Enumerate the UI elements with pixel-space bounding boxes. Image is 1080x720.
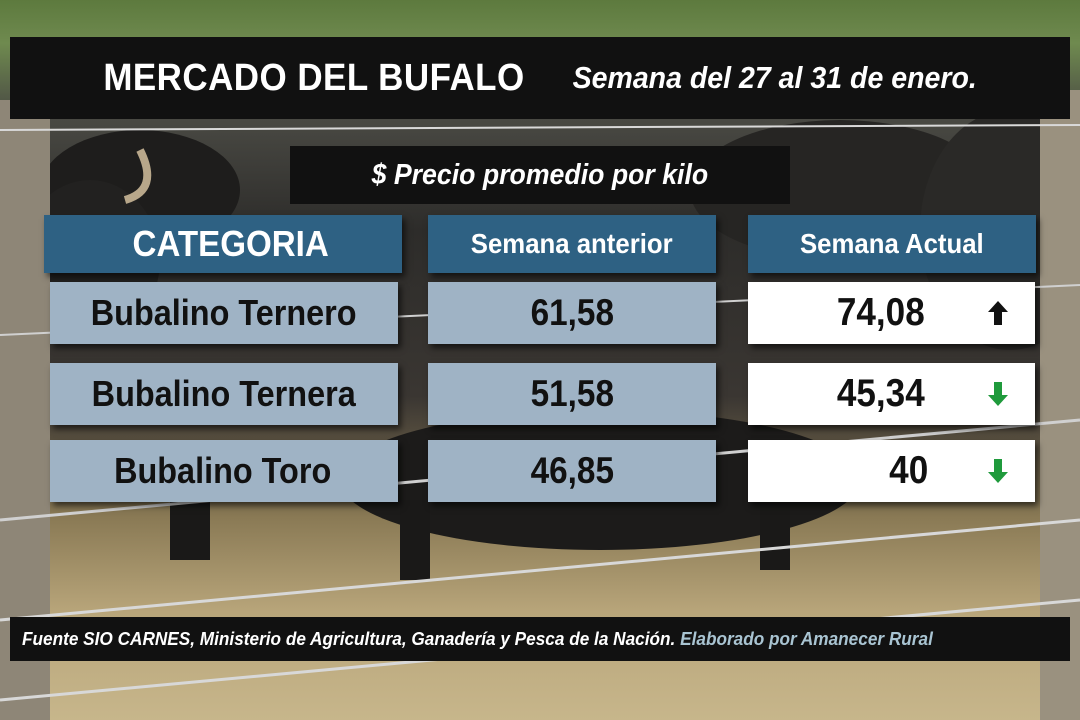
week-range: Semana del 27 al 31 de enero. [572,60,978,95]
row-current-cell: 45,34 [748,363,1035,425]
row-current-cell: 74,08 [748,282,1035,344]
previous-price: 51,58 [530,373,614,414]
author-credit: Elaborado por Amanecer Rural [680,628,933,649]
current-price: 74,08 [837,291,926,334]
source-credit: Fuente SIO CARNES, Ministerio de Agricul… [22,628,676,649]
page-title: MERCADO DEL BUFALO [103,56,525,99]
arrow-down-icon [988,459,1008,483]
category-label: Bubalino Ternera [91,373,357,414]
price-subtitle: $ Precio promedio por kilo [371,158,709,191]
header-current-label: Semana Actual [800,228,984,259]
arrow-down-icon [988,382,1008,406]
header-current-week: Semana Actual [748,215,1036,273]
footer-text: Fuente SIO CARNES, Ministerio de Agricul… [22,628,933,650]
current-price: 40 [888,449,928,492]
row-category-cell: Bubalino Ternero [50,282,398,344]
row-previous-cell: 46,85 [428,440,716,502]
row-category-cell: Bubalino Toro [50,440,398,502]
header-category: CATEGORIA [44,215,402,273]
previous-price: 46,85 [530,450,614,491]
footer-banner: Fuente SIO CARNES, Ministerio de Agricul… [10,617,1070,661]
category-label: Bubalino Ternero [91,292,357,333]
subtitle-banner: $ Precio promedio por kilo [290,146,790,204]
row-previous-cell: 61,58 [428,282,716,344]
arrow-up-icon [988,301,1008,325]
header-category-label: CATEGORIA [132,223,329,264]
header-previous-label: Semana anterior [471,228,673,259]
category-label: Bubalino Toro [114,450,332,491]
header-previous-week: Semana anterior [428,215,716,273]
title-banner: MERCADO DEL BUFALO Semana del 27 al 31 d… [10,37,1070,119]
row-current-cell: 40 [748,440,1035,502]
current-price: 45,34 [837,372,926,415]
previous-price: 61,58 [530,292,614,333]
row-previous-cell: 51,58 [428,363,716,425]
row-category-cell: Bubalino Ternera [50,363,398,425]
